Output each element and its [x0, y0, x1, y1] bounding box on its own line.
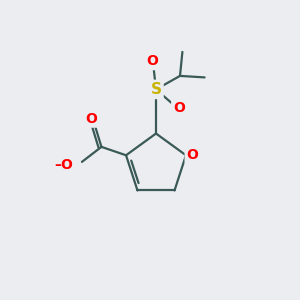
Text: –O: –O	[54, 158, 73, 172]
Text: O: O	[187, 148, 199, 162]
Text: O: O	[146, 54, 158, 68]
Text: O: O	[173, 101, 185, 115]
Text: O: O	[85, 112, 97, 126]
Text: S: S	[151, 82, 161, 97]
